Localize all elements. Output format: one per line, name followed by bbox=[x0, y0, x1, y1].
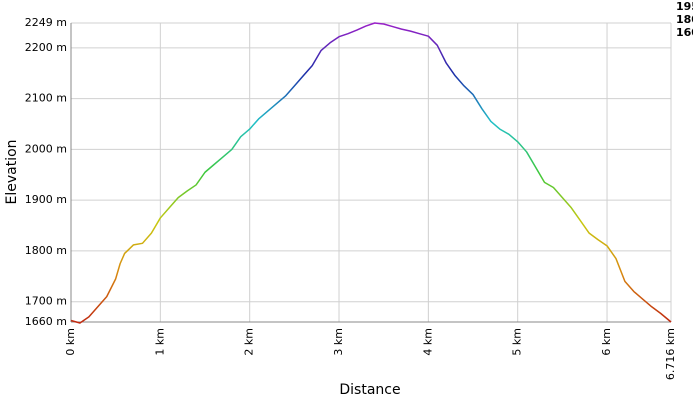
y-tick-label: 2000 m bbox=[25, 142, 67, 155]
x-tick-label: 3 km bbox=[332, 328, 345, 356]
x-tick-label: 6.716 km bbox=[664, 328, 677, 380]
x-axis-label: Distance bbox=[339, 382, 400, 398]
y-tick-label: 2249 m bbox=[25, 16, 67, 29]
y-tick-label: 1700 m bbox=[25, 295, 67, 308]
x-tick-label: 2 km bbox=[243, 328, 256, 356]
y-tick-label: 1660 m bbox=[25, 315, 67, 328]
x-tick-label: 4 km bbox=[421, 328, 434, 356]
y-axis-label: Elevation bbox=[4, 139, 20, 204]
x-tick-label: 5 km bbox=[511, 328, 524, 356]
elevation-line bbox=[70, 22, 672, 324]
y-tick-label: 1900 m bbox=[25, 193, 67, 206]
y-tick-label: 2100 m bbox=[25, 92, 67, 105]
legend-entry: 180 bbox=[676, 13, 693, 26]
x-tick-label: 0 km bbox=[64, 328, 77, 356]
x-tick-label: 6 km bbox=[600, 328, 613, 356]
legend-entry: 160 bbox=[676, 26, 693, 39]
y-tick-label: 2200 m bbox=[25, 41, 67, 54]
x-tick-label: 1 km bbox=[153, 328, 166, 356]
y-tick-label: 1800 m bbox=[25, 244, 67, 257]
legend-entry: 195 bbox=[676, 0, 693, 13]
